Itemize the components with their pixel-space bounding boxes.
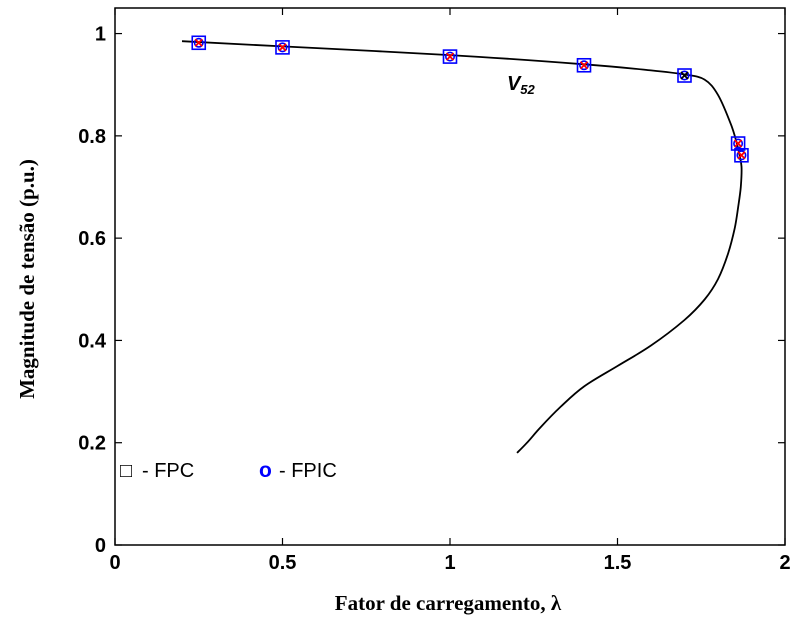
plot-layer bbox=[181, 35, 749, 454]
data-point-fpic bbox=[193, 37, 204, 48]
tick-layer: 0 0.5 1 1.5 2 0 0.2 0.4 0.6 0.8 1 bbox=[78, 8, 791, 574]
x-tick-label: 0.5 bbox=[269, 552, 297, 574]
data-point-cross-black bbox=[680, 71, 689, 80]
x-tick-label: 1 bbox=[444, 552, 455, 574]
x-tick-label: 2 bbox=[779, 552, 790, 574]
legend-label-fpc: - FPC bbox=[142, 460, 194, 482]
data-point-fpic bbox=[736, 150, 747, 161]
data-point-fpc bbox=[730, 136, 746, 151]
data-point-fpc bbox=[442, 49, 458, 64]
annotation-subscript: 52 bbox=[520, 82, 535, 97]
legend-label-fpic: - FPIC bbox=[279, 460, 337, 482]
legend: □ - FPC o - FPIC bbox=[120, 459, 337, 482]
annotation-main: V bbox=[507, 73, 522, 95]
series-line-curve bbox=[181, 40, 743, 454]
data-point-cross-red bbox=[737, 151, 746, 160]
data-point-fpic bbox=[578, 60, 589, 71]
data-point-fpc bbox=[734, 147, 749, 163]
x-tick-label: 1.5 bbox=[604, 552, 632, 574]
data-point-cross-red bbox=[579, 61, 589, 70]
data-point-fpic bbox=[277, 42, 288, 53]
data-point-cross-red bbox=[278, 43, 287, 52]
y-axis-title: Magnitude de tensão (p.u.) bbox=[15, 159, 39, 399]
data-point-fpc bbox=[576, 57, 592, 73]
data-point-fpic bbox=[444, 51, 455, 62]
curve-annotation: V52 bbox=[507, 73, 536, 97]
y-tick-label: 0.4 bbox=[78, 330, 107, 352]
plot-frame bbox=[114, 7, 786, 546]
y-tick-label: 1 bbox=[95, 24, 106, 46]
x-tick-label: 0 bbox=[109, 552, 120, 574]
data-point-fpc bbox=[677, 68, 692, 83]
y-tick-label: 0.8 bbox=[78, 126, 106, 148]
data-point-fpic bbox=[679, 70, 690, 81]
y-tick-label: 0.2 bbox=[78, 433, 106, 455]
legend-symbol-fpc: □ bbox=[120, 460, 132, 482]
data-point-cross-red bbox=[194, 38, 203, 47]
legend-symbol-fpic: o bbox=[259, 459, 272, 482]
x-axis-title: Fator de carregamento, λ bbox=[335, 591, 562, 615]
y-tick-label: 0.6 bbox=[78, 228, 106, 250]
data-point-fpc bbox=[191, 35, 207, 51]
data-point-cross-red bbox=[733, 139, 743, 148]
data-point-fpic bbox=[733, 138, 744, 149]
data-point-cross-red bbox=[445, 52, 455, 61]
data-point-fpc bbox=[275, 40, 290, 55]
y-tick-label: 0 bbox=[95, 535, 106, 557]
